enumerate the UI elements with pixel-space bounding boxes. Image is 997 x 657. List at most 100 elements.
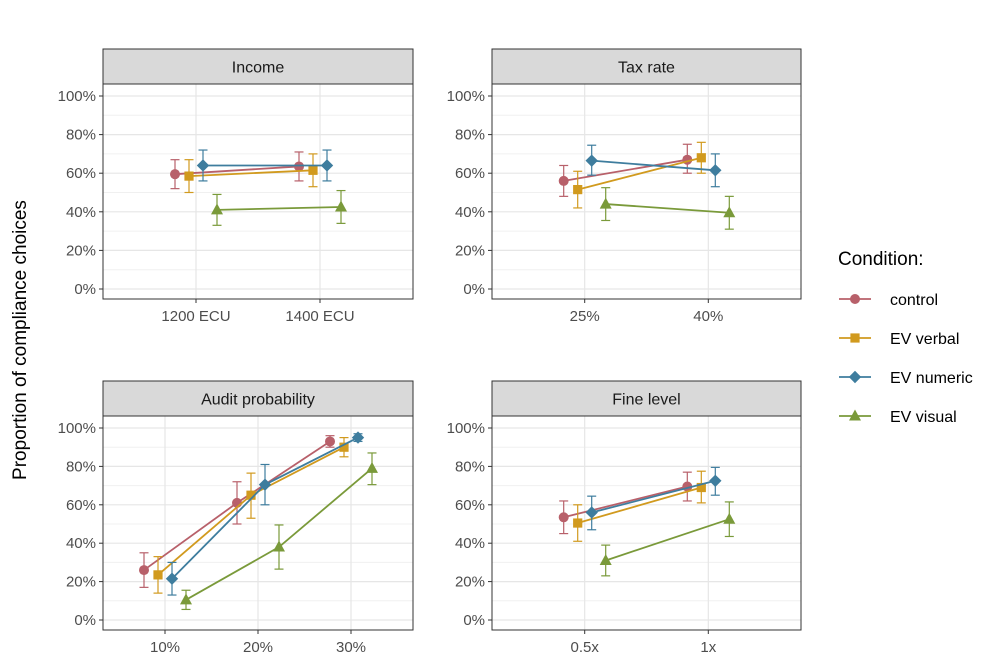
x-tick-label: 25% bbox=[570, 308, 600, 325]
legend-label: EV visual bbox=[890, 409, 957, 426]
data-point bbox=[573, 518, 583, 528]
series-ev-visual bbox=[211, 189, 347, 226]
x-tick-label: 0.5x bbox=[571, 639, 600, 656]
panel-border bbox=[102, 83, 414, 300]
x-tick-label: 1200 ECU bbox=[161, 308, 230, 325]
data-point bbox=[351, 431, 365, 444]
data-point bbox=[196, 159, 210, 172]
panel-title: Tax rate bbox=[618, 60, 675, 77]
legend-marker bbox=[848, 370, 862, 384]
data-point bbox=[709, 164, 722, 177]
y-tick-label: 100% bbox=[58, 88, 96, 105]
series-control bbox=[558, 471, 693, 535]
panel-title: Fine level bbox=[612, 392, 680, 409]
panel-strip bbox=[102, 380, 414, 417]
y-tick-label: 60% bbox=[455, 165, 485, 182]
y-tick-label: 60% bbox=[66, 165, 96, 182]
y-tick-label: 20% bbox=[66, 242, 96, 259]
y-tick-label: 100% bbox=[447, 88, 485, 105]
series-line bbox=[591, 159, 716, 172]
x-tick-label: 10% bbox=[150, 639, 180, 656]
x-tick-label: 1400 ECU bbox=[285, 308, 354, 325]
data-point bbox=[165, 572, 179, 585]
y-tick-label: 0% bbox=[463, 281, 485, 298]
legend-title: Condition: bbox=[838, 249, 924, 270]
data-point bbox=[308, 165, 318, 175]
plot-background bbox=[492, 84, 801, 299]
y-tick-label: 40% bbox=[455, 535, 485, 552]
y-tick-label: 60% bbox=[455, 497, 485, 514]
y-tick-label: 100% bbox=[447, 420, 485, 437]
series-ev-verbal bbox=[573, 141, 706, 209]
y-tick-label: 80% bbox=[66, 458, 96, 475]
series-ev-numeric bbox=[165, 431, 365, 596]
y-tick-label: 80% bbox=[455, 458, 485, 475]
legend-marker bbox=[850, 294, 860, 304]
series-ev-visual bbox=[599, 501, 736, 577]
y-tick-label: 40% bbox=[66, 535, 96, 552]
panel-strip bbox=[491, 380, 802, 417]
data-point bbox=[585, 506, 598, 519]
legend-item-ev-visual: EV visual bbox=[839, 409, 957, 426]
legend: Condition: control EV verbal EV numeric EV v… bbox=[838, 249, 973, 426]
x-tick-label: 40% bbox=[693, 308, 723, 325]
y-tick-label: 0% bbox=[74, 612, 96, 629]
legend-item-control: control bbox=[839, 292, 938, 309]
series-ev-visual bbox=[599, 187, 736, 230]
y-tick-label: 40% bbox=[66, 204, 96, 221]
y-tick-label: 80% bbox=[455, 127, 485, 144]
data-point bbox=[335, 200, 347, 212]
data-point bbox=[211, 203, 223, 215]
panel-border bbox=[491, 415, 802, 631]
x-tick-label: 1x bbox=[700, 639, 716, 656]
series-line bbox=[577, 486, 702, 524]
data-point bbox=[558, 175, 569, 186]
y-axis-title: Proportion of compliance choices bbox=[10, 200, 31, 480]
series-ev-verbal bbox=[573, 470, 706, 542]
data-point bbox=[599, 197, 612, 209]
data-point bbox=[696, 153, 706, 163]
data-point bbox=[696, 482, 706, 493]
data-point bbox=[585, 154, 598, 167]
series-ev-numeric bbox=[196, 149, 334, 182]
y-tick-label: 0% bbox=[74, 281, 96, 298]
series-ev-verbal bbox=[184, 153, 318, 194]
panel-audit-probability: Audit probability 0% 20% 40% 60% 80% 100% 10% 20… bbox=[58, 380, 414, 656]
data-point bbox=[294, 161, 304, 172]
data-point bbox=[573, 185, 583, 195]
series-ev-verbal bbox=[153, 437, 349, 594]
y-tick-label: 100% bbox=[58, 420, 96, 437]
series-line bbox=[605, 203, 730, 214]
y-tick-label: 0% bbox=[463, 612, 485, 629]
panel-fine-level: Fine level 0% 20% 40% 60% 80% 100% 0.5x 1x bbox=[447, 380, 802, 656]
data-point bbox=[139, 565, 149, 576]
data-point bbox=[184, 171, 194, 181]
series-line bbox=[563, 158, 688, 182]
legend-label: control bbox=[890, 292, 938, 309]
legend-marker bbox=[849, 409, 861, 421]
data-point bbox=[339, 442, 349, 452]
series-control bbox=[139, 435, 335, 588]
data-point bbox=[723, 512, 736, 524]
panel-income: Income 0% 20% 40% 60% 80% 100% 1200 ECU 1400 ECU bbox=[58, 48, 414, 325]
y-tick-label: 20% bbox=[455, 242, 485, 259]
data-point bbox=[320, 159, 334, 172]
series-ev-numeric bbox=[585, 466, 722, 531]
series-ev-visual bbox=[180, 452, 378, 611]
y-tick-label: 60% bbox=[66, 497, 96, 514]
data-point bbox=[599, 553, 612, 565]
x-tick-label: 30% bbox=[336, 639, 366, 656]
panel-border bbox=[491, 83, 802, 300]
series-line bbox=[188, 169, 314, 177]
data-point bbox=[325, 436, 335, 447]
data-point bbox=[366, 461, 378, 473]
series-line bbox=[605, 518, 730, 562]
y-tick-label: 80% bbox=[66, 127, 96, 144]
legend-item-ev-numeric: EV numeric bbox=[839, 370, 973, 387]
data-point bbox=[709, 474, 722, 487]
series-control bbox=[170, 151, 304, 190]
panel-strip bbox=[102, 48, 414, 85]
y-tick-label: 20% bbox=[455, 574, 485, 591]
panel-border bbox=[102, 415, 414, 631]
